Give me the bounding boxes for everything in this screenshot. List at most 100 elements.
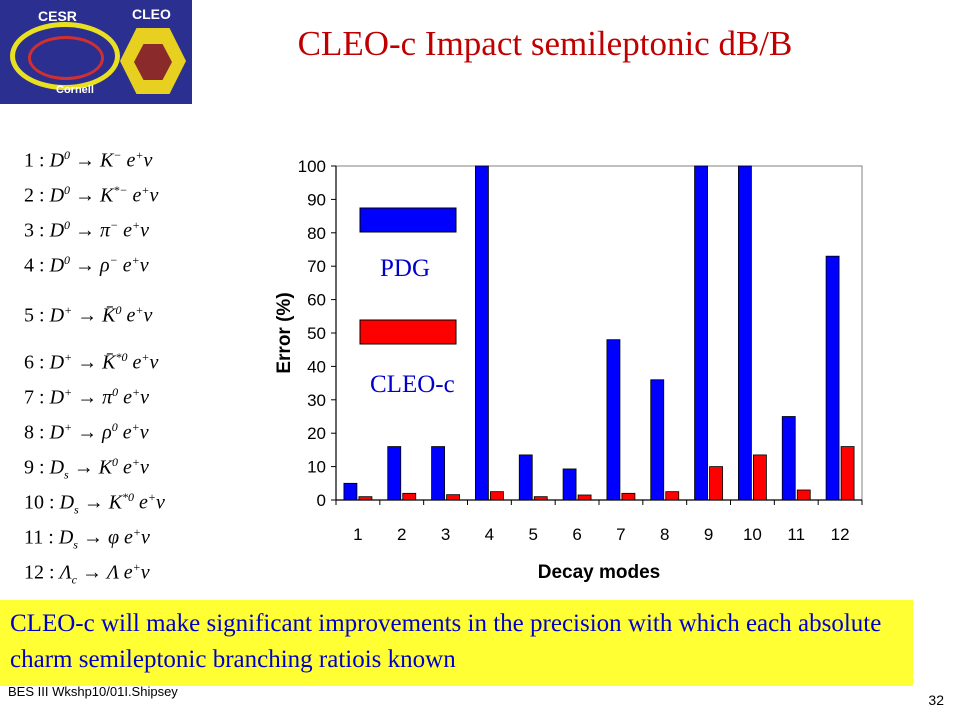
y-tick-label: 40 — [307, 357, 326, 376]
decay-lepton: e — [134, 491, 148, 514]
decay-arrow-icon: → — [70, 184, 101, 207]
decay-hadron-superscript: *0 — [115, 350, 128, 364]
y-axis-label: Error (%) — [274, 292, 295, 373]
decay-neutrino: ν — [140, 456, 149, 479]
decay-lepton: e — [127, 351, 142, 374]
decay-parent-superscript: + — [64, 420, 73, 434]
legend-swatch-pdg — [359, 207, 457, 233]
decay-hadron: Λ — [106, 561, 119, 584]
decay-hadron: K — [100, 149, 114, 172]
y-tick-label: 60 — [307, 291, 326, 310]
conclusion-banner: CLEO-c will make significant improvement… — [0, 600, 913, 686]
cleo-c-bar-2 — [402, 492, 417, 501]
cleo-c-bar-12 — [840, 446, 855, 501]
decay-neutrino: ν — [140, 561, 150, 584]
logo-left-text: CESR — [38, 8, 77, 24]
decay-lepton-charge: + — [132, 525, 142, 539]
decay-parent-subscript: c — [71, 572, 77, 587]
decay-arrow-icon: → — [76, 561, 107, 584]
pdg-bar-6 — [562, 468, 577, 501]
pdg-bar-1 — [343, 482, 358, 501]
decay-hadron-superscript: 0 — [115, 303, 122, 317]
decay-mode-number: 8 : — [24, 421, 50, 444]
cesr-cleo-logo: CESR CLEO Cornell — [0, 0, 192, 104]
cleo-c-bar-7 — [621, 492, 636, 501]
slide-title: CLEO-c Impact semileptonic dB/B — [297, 24, 793, 63]
decay-mode-12: 12 : Λc → Λ e+ν — [24, 560, 150, 588]
decay-lepton: e — [118, 219, 133, 242]
decay-parent: D — [49, 351, 65, 374]
decay-lepton: e — [118, 456, 132, 479]
decay-lepton-charge: + — [141, 183, 150, 197]
decay-lepton-charge: + — [131, 455, 141, 469]
decay-hadron: K — [98, 456, 113, 479]
pdg-bar-12 — [825, 255, 840, 501]
decay-hadron: ρ — [102, 421, 112, 444]
x-tick-label: 9 — [704, 525, 713, 544]
decay-parent: D — [49, 456, 65, 479]
decay-hadron-superscript: 0 — [112, 455, 119, 469]
decay-hadron-superscript: 0 — [111, 420, 118, 434]
x-tick-label: 7 — [616, 525, 625, 544]
x-tick-label: 8 — [660, 525, 669, 544]
decay-lepton-charge: + — [147, 490, 157, 504]
y-tick-label: 100 — [298, 157, 326, 176]
decay-neutrino: ν — [139, 421, 149, 444]
decay-parent: D — [49, 254, 65, 277]
decay-parent: Λ — [59, 561, 72, 584]
cleo-c-bar-11 — [796, 489, 811, 501]
decay-lepton: e — [118, 561, 133, 584]
decay-lepton-charge: + — [135, 303, 144, 317]
y-tick-label: 0 — [317, 491, 326, 510]
decay-lepton-charge: + — [132, 218, 141, 232]
cleo-c-bar-5 — [533, 496, 548, 501]
x-tick-label: 2 — [397, 525, 406, 544]
decay-neutrino: ν — [143, 304, 153, 327]
decay-mode-2: 2 : D0 → K*− e+ν — [24, 183, 158, 208]
decay-hadron: K — [100, 184, 114, 207]
decay-parent: D — [49, 219, 65, 242]
decay-hadron-superscript: − — [109, 253, 118, 267]
decay-mode-number: 4 : — [24, 254, 50, 277]
decay-mode-number: 9 : — [24, 456, 50, 479]
decay-parent: D — [49, 149, 65, 172]
decay-arrow-icon: → — [68, 456, 99, 479]
decay-mode-number: 3 : — [24, 219, 50, 242]
decay-hadron: ρ — [100, 254, 110, 277]
x-tick-label: 1 — [353, 525, 362, 544]
decay-mode-number: 12 : — [24, 561, 60, 584]
decay-hadron: π — [102, 386, 113, 409]
decay-neutrino: ν — [141, 526, 150, 549]
decay-hadron: K — [108, 491, 123, 514]
decay-parent-superscript: 0 — [64, 183, 71, 197]
y-tick-label: 20 — [307, 424, 326, 443]
decay-lepton: e — [117, 421, 132, 444]
cleo-c-bar-8 — [665, 491, 680, 501]
logo-sub-text: Cornell — [56, 84, 94, 96]
decay-hadron-superscript: *0 — [122, 490, 135, 504]
pdg-bar-2 — [387, 446, 402, 501]
pdg-bar-11 — [781, 416, 796, 501]
legend-swatch-cleo-c — [359, 319, 457, 345]
decay-parent-superscript: + — [64, 385, 73, 399]
decay-lepton-charge: + — [141, 350, 150, 364]
decay-lepton-charge: + — [132, 385, 141, 399]
x-tick-label: 4 — [485, 525, 494, 544]
decay-mode-8: 8 : D+ → ρ0 e+ν — [24, 420, 149, 445]
decay-parent-superscript: + — [64, 303, 73, 317]
decay-hadron-superscript: *− — [113, 183, 128, 197]
x-axis-label: Decay modes — [538, 562, 661, 583]
legend-label-cleo-c: CLEO-c — [370, 371, 455, 398]
y-tick-label: 10 — [307, 458, 326, 477]
decay-arrow-icon: → — [78, 491, 109, 514]
decay-lepton: e — [127, 184, 142, 207]
logo-ring — [10, 22, 120, 90]
decay-mode-11: 11 : Ds → φ e+ν — [24, 525, 150, 553]
y-tick-label: 50 — [307, 324, 326, 343]
decay-lepton: e — [121, 149, 136, 172]
decay-hadron-superscript: − — [113, 148, 122, 162]
decay-parent-superscript: 0 — [64, 253, 71, 267]
decay-arrow-icon: → — [72, 386, 103, 409]
decay-mode-3: 3 : D0 → π− e+ν — [24, 218, 149, 243]
